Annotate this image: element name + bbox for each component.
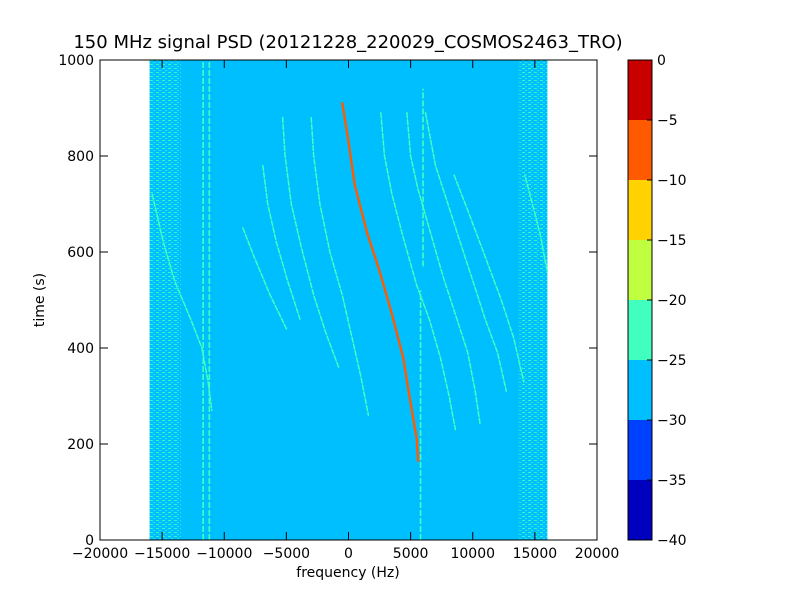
y-tick-label: 1000 (58, 53, 94, 69)
noise-band-left (149, 60, 181, 540)
x-tick-label: 15000 (513, 546, 558, 562)
y-tick-label: 600 (67, 245, 94, 261)
signal-trace (262, 164, 301, 320)
x-tick-label: −15000 (134, 546, 190, 562)
colorbar-band (628, 120, 652, 180)
x-tick-label: 10000 (450, 546, 495, 562)
y-axis: 0 200 400 600 800 1000 (58, 53, 597, 549)
plot-area (149, 60, 549, 540)
colorbar-band (628, 420, 652, 480)
x-axis: −20000 −15000 −10000 −5000 0 5000 10000 15000 20… (72, 60, 619, 562)
signal-trace (281, 116, 340, 368)
y-axis-label: time (s) (32, 273, 48, 327)
colorbar-tick-label: 0 (657, 53, 666, 69)
x-tick-label: −10000 (196, 546, 252, 562)
x-axis-label: frequency (Hz) (296, 565, 399, 581)
colorbar-band (628, 300, 652, 360)
signal-trace (242, 227, 288, 330)
y-tick-label: 400 (67, 341, 94, 357)
x-tick-label: 5000 (393, 546, 429, 562)
colorbar-tick-label: −15 (657, 233, 687, 249)
colorbar-tick-label: −35 (657, 473, 687, 489)
x-tick-label: −20000 (72, 546, 128, 562)
signal-trace (453, 174, 525, 383)
colorbar-band (628, 360, 652, 420)
colorbar-tick-label: −40 (657, 533, 687, 549)
psd-image (149, 60, 549, 540)
x-tick-label: 0 (344, 546, 353, 562)
colorbar-band (628, 180, 652, 240)
y-tick-label: 0 (85, 533, 94, 549)
signal-trace (310, 116, 370, 416)
colorbar-tick-label: −10 (657, 173, 687, 189)
x-tick-label: −5000 (263, 546, 310, 562)
y-tick-label: 800 (67, 149, 94, 165)
colorbar-band (628, 240, 652, 300)
colorbar-tick-label: −25 (657, 353, 687, 369)
chart-title: 150 MHz signal PSD (20121228_220029_COSM… (73, 32, 622, 53)
signal-trace (151, 193, 213, 412)
signal-trace (341, 102, 420, 462)
colorbar-band (628, 480, 652, 540)
signal-trace (524, 174, 549, 272)
signal-trace (406, 112, 481, 426)
y-tick-label: 200 (67, 437, 94, 453)
signal-trace (424, 112, 508, 392)
colorbar-tick-label: −5 (657, 113, 678, 129)
colorbar: 0 −5 −10 −15 −20 −25 −30 −35 −40 (627, 53, 687, 549)
signal-trace (380, 112, 457, 431)
colorbar-tick-label: −20 (657, 293, 687, 309)
noise-band-right (518, 60, 548, 540)
colorbar-band (628, 60, 652, 120)
x-tick-label: 20000 (575, 546, 620, 562)
colorbar-tick-label: −30 (657, 413, 687, 429)
